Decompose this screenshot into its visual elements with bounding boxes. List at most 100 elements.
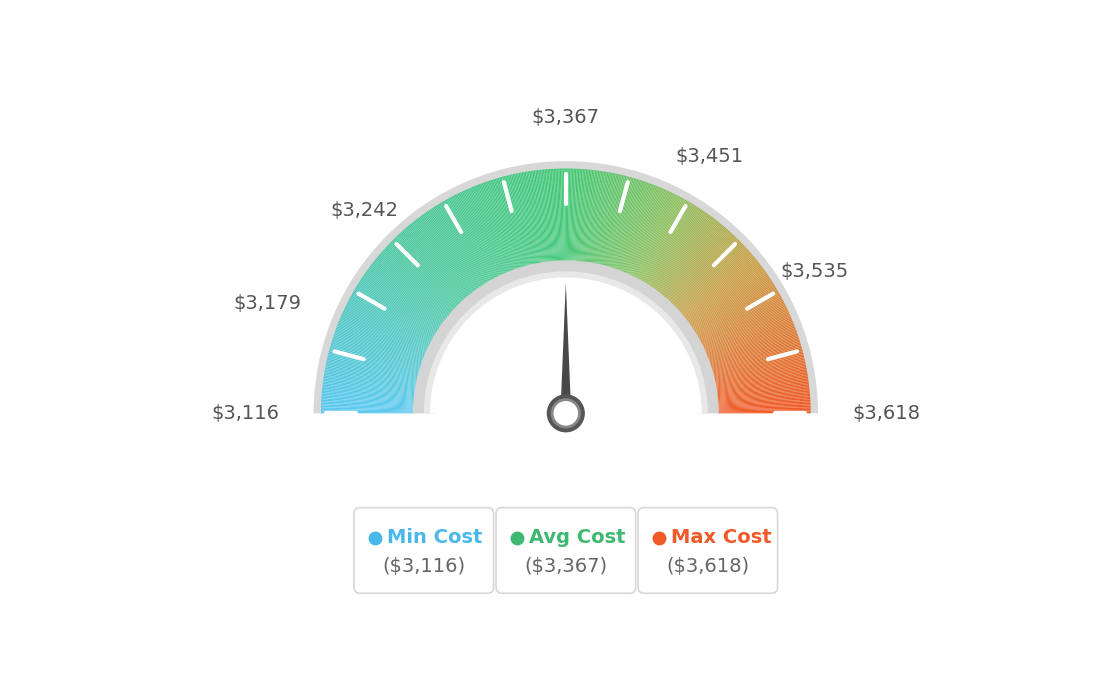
Wedge shape bbox=[564, 168, 566, 262]
Wedge shape bbox=[381, 251, 452, 314]
Wedge shape bbox=[353, 291, 434, 339]
Wedge shape bbox=[446, 199, 492, 281]
Wedge shape bbox=[322, 386, 415, 397]
Wedge shape bbox=[331, 344, 421, 371]
Wedge shape bbox=[665, 228, 726, 299]
Wedge shape bbox=[577, 169, 586, 262]
Wedge shape bbox=[470, 188, 507, 274]
Wedge shape bbox=[700, 299, 783, 344]
Wedge shape bbox=[382, 250, 453, 313]
Wedge shape bbox=[323, 377, 416, 391]
Wedge shape bbox=[516, 173, 535, 265]
Wedge shape bbox=[559, 168, 562, 262]
Wedge shape bbox=[486, 181, 517, 270]
Wedge shape bbox=[489, 181, 519, 269]
Wedge shape bbox=[371, 264, 445, 322]
Wedge shape bbox=[349, 298, 432, 343]
Wedge shape bbox=[647, 206, 699, 286]
Wedge shape bbox=[322, 384, 415, 396]
Wedge shape bbox=[682, 256, 754, 317]
Wedge shape bbox=[528, 171, 543, 264]
Wedge shape bbox=[362, 276, 440, 329]
Wedge shape bbox=[555, 168, 560, 262]
Wedge shape bbox=[707, 322, 794, 357]
Wedge shape bbox=[710, 335, 798, 366]
Wedge shape bbox=[586, 171, 601, 263]
Wedge shape bbox=[707, 320, 793, 357]
Wedge shape bbox=[480, 184, 513, 271]
Wedge shape bbox=[718, 406, 810, 410]
Wedge shape bbox=[599, 175, 623, 266]
Wedge shape bbox=[688, 268, 764, 324]
Wedge shape bbox=[394, 238, 460, 305]
Wedge shape bbox=[531, 171, 545, 263]
Wedge shape bbox=[635, 195, 678, 279]
Wedge shape bbox=[716, 378, 808, 393]
Wedge shape bbox=[669, 234, 733, 303]
Wedge shape bbox=[448, 198, 493, 280]
Wedge shape bbox=[716, 386, 809, 397]
Wedge shape bbox=[331, 341, 421, 369]
Wedge shape bbox=[338, 323, 425, 358]
Wedge shape bbox=[404, 228, 466, 299]
Wedge shape bbox=[604, 176, 628, 266]
Wedge shape bbox=[389, 244, 456, 308]
Wedge shape bbox=[336, 329, 423, 362]
Wedge shape bbox=[365, 270, 443, 326]
Wedge shape bbox=[636, 197, 681, 279]
Wedge shape bbox=[715, 368, 807, 386]
Wedge shape bbox=[651, 211, 704, 288]
Wedge shape bbox=[328, 354, 418, 377]
Wedge shape bbox=[339, 319, 426, 355]
Wedge shape bbox=[413, 221, 473, 295]
Wedge shape bbox=[687, 266, 762, 322]
Wedge shape bbox=[427, 211, 480, 288]
Wedge shape bbox=[676, 245, 744, 309]
Text: $3,179: $3,179 bbox=[233, 294, 301, 313]
Wedge shape bbox=[697, 290, 778, 337]
Wedge shape bbox=[520, 172, 539, 264]
Wedge shape bbox=[638, 198, 683, 280]
Wedge shape bbox=[413, 260, 719, 413]
Wedge shape bbox=[700, 298, 783, 343]
Wedge shape bbox=[686, 262, 760, 320]
Wedge shape bbox=[671, 237, 736, 305]
Wedge shape bbox=[401, 232, 464, 302]
Wedge shape bbox=[628, 190, 667, 275]
Wedge shape bbox=[322, 388, 415, 399]
Wedge shape bbox=[689, 270, 766, 326]
Wedge shape bbox=[701, 304, 785, 346]
Wedge shape bbox=[326, 362, 417, 382]
Wedge shape bbox=[657, 217, 713, 293]
Wedge shape bbox=[553, 169, 559, 262]
Wedge shape bbox=[666, 230, 729, 300]
Wedge shape bbox=[482, 182, 516, 270]
Wedge shape bbox=[477, 184, 511, 272]
Wedge shape bbox=[718, 400, 810, 406]
Wedge shape bbox=[718, 402, 810, 408]
Wedge shape bbox=[386, 246, 455, 310]
Wedge shape bbox=[385, 247, 455, 310]
Wedge shape bbox=[417, 218, 475, 293]
Wedge shape bbox=[314, 161, 818, 413]
Wedge shape bbox=[321, 395, 414, 403]
Wedge shape bbox=[490, 180, 520, 269]
Wedge shape bbox=[575, 169, 583, 262]
Wedge shape bbox=[327, 358, 418, 380]
Wedge shape bbox=[463, 190, 503, 275]
Wedge shape bbox=[375, 259, 448, 318]
Wedge shape bbox=[711, 342, 800, 370]
Wedge shape bbox=[431, 208, 482, 287]
Wedge shape bbox=[436, 205, 486, 285]
Wedge shape bbox=[705, 317, 792, 355]
Wedge shape bbox=[649, 208, 701, 287]
Wedge shape bbox=[353, 290, 435, 337]
Text: $3,242: $3,242 bbox=[330, 201, 397, 219]
Wedge shape bbox=[349, 299, 432, 344]
Wedge shape bbox=[500, 177, 527, 267]
Wedge shape bbox=[689, 269, 765, 325]
Wedge shape bbox=[347, 302, 431, 345]
Wedge shape bbox=[509, 175, 532, 266]
Wedge shape bbox=[708, 324, 795, 359]
Wedge shape bbox=[687, 264, 761, 322]
